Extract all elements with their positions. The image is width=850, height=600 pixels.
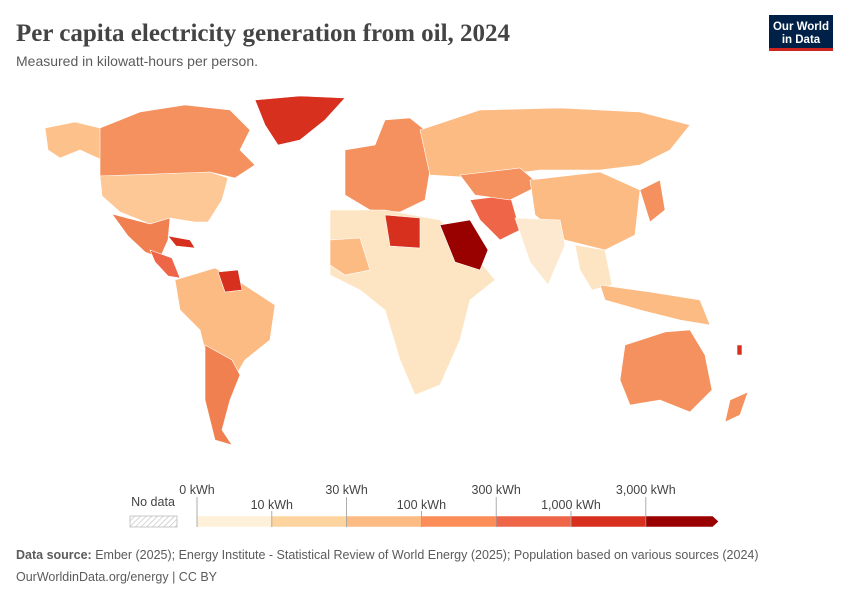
legend-tick-label: 1,000 kWh (541, 498, 601, 512)
region (44, 121, 103, 161)
legend: No data 0 kWh 10 kWh 30 kWh 100 kWh 300 kWh 1… (129, 483, 719, 528)
legend-swatch (421, 515, 497, 528)
region (599, 284, 711, 326)
region (459, 167, 541, 201)
region (99, 171, 229, 225)
region (384, 214, 421, 249)
region (204, 344, 241, 446)
legend-tick-label: 0 kWh (179, 483, 214, 497)
source-text: Ember (2025); Energy Institute - Statist… (95, 548, 758, 562)
legend-swatch (346, 515, 422, 528)
region (724, 391, 749, 423)
legend-tick-label: 30 kWh (325, 483, 367, 497)
title: Per capita electricity generation from o… (16, 20, 511, 47)
legend-tick-label: 100 kWh (397, 498, 446, 512)
logo-stripe (769, 48, 833, 51)
legend-tick-label: 3,000 kWh (616, 483, 676, 497)
region (344, 117, 431, 213)
subtitle: Measured in kilowatt-hours per person. (16, 53, 258, 69)
region (99, 104, 256, 179)
region (619, 329, 713, 413)
logo-box (769, 15, 833, 50)
source-label: Data source: (16, 548, 92, 562)
region (329, 237, 371, 276)
region (167, 235, 196, 249)
region (149, 249, 181, 279)
legend-tick-label: 10 kWh (251, 498, 293, 512)
legend-swatch (645, 515, 719, 528)
no-data-swatch (129, 515, 178, 528)
legend-swatch (570, 515, 647, 528)
legend-swatch (196, 515, 273, 528)
region (736, 344, 743, 356)
region (254, 95, 346, 146)
map (44, 95, 749, 446)
no-data-label: No data (131, 495, 175, 509)
region (574, 244, 613, 291)
region (439, 219, 489, 271)
logo: Our World in Data (769, 15, 833, 51)
region (419, 107, 691, 179)
logo-text: in Data (782, 34, 821, 46)
region (514, 217, 566, 286)
legend-tick-label: 300 kWh (472, 483, 521, 497)
legend-swatch (271, 515, 347, 528)
region (111, 213, 171, 259)
logo-text: Our World (773, 21, 829, 33)
region (217, 269, 243, 293)
source: Data source: Ember (2025); Energy Instit… (16, 548, 759, 562)
region (639, 179, 666, 223)
legend-swatch (495, 515, 572, 528)
footer-link[interactable]: OurWorldinData.org/energy | CC BY (16, 570, 218, 584)
